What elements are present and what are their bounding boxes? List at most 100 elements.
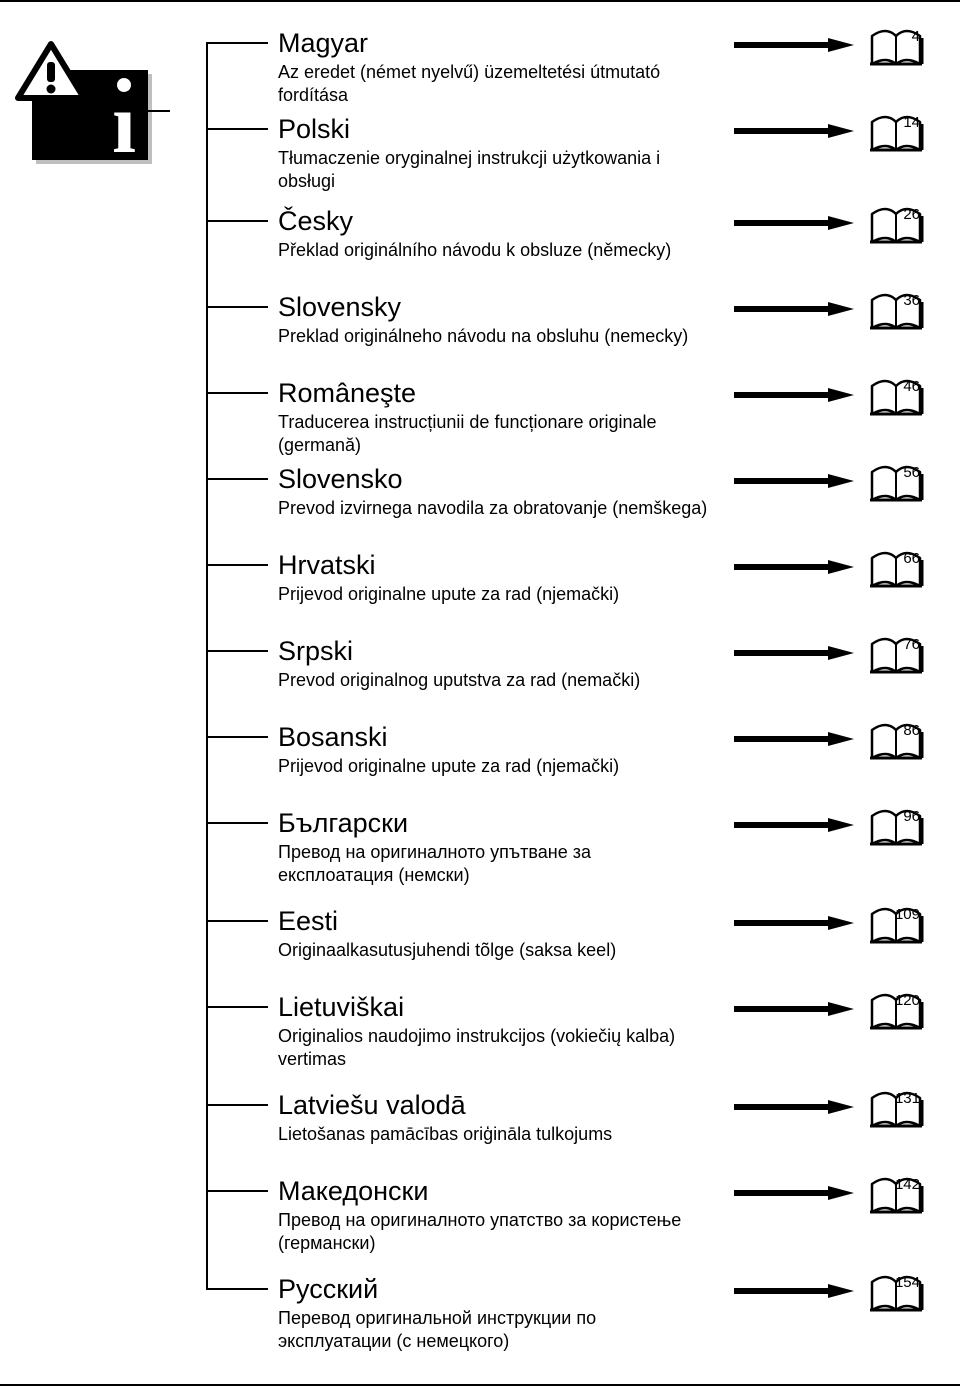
tree-branch — [206, 478, 268, 480]
language-entry: LietuviškaiOriginalios naudojimo instruk… — [206, 990, 924, 1088]
tree-branch — [206, 736, 268, 738]
entry-text: ČeskyPřeklad originálního návodu k obslu… — [278, 204, 734, 262]
arrow-icon — [734, 1174, 854, 1212]
page-number: 66 — [903, 550, 920, 567]
tree-branch — [206, 822, 268, 824]
page-number: 56 — [903, 464, 920, 481]
language-entry: SrpskiPrevod originalnog uputstva za rad… — [206, 634, 924, 720]
arrow-icon — [734, 376, 854, 414]
language-description: Traducerea instrucțiunii de funcționare … — [278, 411, 708, 456]
tree-branch — [206, 128, 268, 130]
info-letter-i: ı — [112, 80, 136, 166]
entries-container: MagyarAz eredet (német nyelvű) üzemeltet… — [206, 26, 924, 1358]
warning-triangle-icon — [12, 40, 90, 104]
language-description: Lietošanas pamācības oriģināla tulkojums — [278, 1123, 708, 1146]
tree-branch — [206, 42, 268, 44]
entry-text: SrpskiPrevod originalnog uputstva za rad… — [278, 634, 734, 692]
entry-text: БългарскиПревод на оригиналното упътване… — [278, 806, 734, 886]
tree-branch — [206, 306, 268, 308]
language-name: Srpski — [278, 634, 724, 667]
page-reference: 131 — [868, 1088, 924, 1130]
entry-text: MagyarAz eredet (német nyelvű) üzemeltet… — [278, 26, 734, 106]
entry-text: МакедонскиПревод на оригиналното упатств… — [278, 1174, 734, 1254]
language-entry: МакедонскиПревод на оригиналното упатств… — [206, 1174, 924, 1272]
page-number: 142 — [895, 1176, 920, 1193]
page-reference: 109 — [868, 904, 924, 946]
language-description: Перевод оригинальной инструкции по экспл… — [278, 1307, 708, 1352]
arrow-icon — [734, 720, 854, 758]
tree-branch — [206, 392, 268, 394]
entry-text: PolskiTłumaczenie oryginalnej instrukcji… — [278, 112, 734, 192]
language-entry: Latviešu valodāLietošanas pamācības oriģ… — [206, 1088, 924, 1174]
entry-text: RomâneşteTraducerea instrucțiunii de fun… — [278, 376, 734, 456]
page-number: 46 — [903, 378, 920, 395]
language-description: Originaalkasutusjuhendi tõlge (saksa kee… — [278, 939, 708, 962]
language-tree: MagyarAz eredet (német nyelvű) üzemeltet… — [206, 26, 924, 1358]
language-entry: MagyarAz eredet (német nyelvű) üzemeltet… — [206, 26, 924, 112]
language-name: Hrvatski — [278, 548, 724, 581]
arrow-icon — [734, 634, 854, 672]
page-reference: 76 — [868, 634, 924, 676]
page-number: 76 — [903, 636, 920, 653]
language-entry: EestiOriginaalkasutusjuhendi tõlge (saks… — [206, 904, 924, 990]
arrow-icon — [734, 462, 854, 500]
entry-text: SlovenskoPrevod izvirnega navodila za ob… — [278, 462, 734, 520]
arrow-icon — [734, 204, 854, 242]
info-warning-icon: ı — [24, 62, 164, 162]
arrow-icon — [734, 904, 854, 942]
language-name: Polski — [278, 112, 724, 145]
page-reference: 46 — [868, 376, 924, 418]
language-description: Превод на оригиналното упътване за експл… — [278, 841, 708, 886]
language-entry: BosanskiPrijevod originalne upute za rad… — [206, 720, 924, 806]
language-entry: PolskiTłumaczenie oryginalnej instrukcji… — [206, 112, 924, 204]
language-description: Tłumaczenie oryginalnej instrukcji użytk… — [278, 147, 708, 192]
language-description: Překlad originálního návodu k obsluze (n… — [278, 239, 708, 262]
arrow-icon — [734, 806, 854, 844]
arrow-icon — [734, 290, 854, 328]
entry-text: РусскийПеревод оригинальной инструкции п… — [278, 1272, 734, 1352]
language-name: Русский — [278, 1272, 724, 1305]
page-reference: 4 — [868, 26, 924, 68]
page-reference: 56 — [868, 462, 924, 504]
language-name: Eesti — [278, 904, 724, 937]
tree-branch — [206, 1288, 268, 1290]
arrow-icon — [734, 1088, 854, 1126]
page-reference: 120 — [868, 990, 924, 1032]
language-entry: РусскийПеревод оригинальной инструкции п… — [206, 1272, 924, 1358]
page-reference: 154 — [868, 1272, 924, 1314]
tree-branch — [206, 220, 268, 222]
page-number: 120 — [895, 992, 920, 1009]
page-number: 96 — [903, 808, 920, 825]
tree-branch — [206, 1006, 268, 1008]
tree-branch — [206, 564, 268, 566]
arrow-icon — [734, 1272, 854, 1310]
entry-text: Latviešu valodāLietošanas pamācības oriģ… — [278, 1088, 734, 1146]
page-number: 14 — [903, 114, 920, 131]
arrow-icon — [734, 990, 854, 1028]
arrow-icon — [734, 112, 854, 150]
language-description: Prevod originalnog uputstva za rad (nema… — [278, 669, 708, 692]
tree-branch — [206, 1104, 268, 1106]
page-reference: 36 — [868, 290, 924, 332]
language-description: Превод на оригиналното упатство за корис… — [278, 1209, 708, 1254]
entry-text: LietuviškaiOriginalios naudojimo instruk… — [278, 990, 734, 1070]
entry-text: BosanskiPrijevod originalne upute za rad… — [278, 720, 734, 778]
language-name: Latviešu valodā — [278, 1088, 724, 1121]
language-entry: SlovenskyPreklad originálneho návodu na … — [206, 290, 924, 376]
page-number: 154 — [895, 1274, 920, 1291]
page-number: 109 — [895, 906, 920, 923]
language-name: Bosanski — [278, 720, 724, 753]
entry-text: HrvatskiPrijevod originalne upute za rad… — [278, 548, 734, 606]
language-description: Prijevod originalne upute za rad (njemač… — [278, 583, 708, 606]
arrow-icon — [734, 548, 854, 586]
arrow-icon — [734, 26, 854, 64]
tree-root-connector — [140, 110, 170, 112]
tree-branch — [206, 650, 268, 652]
entry-text: EestiOriginaalkasutusjuhendi tõlge (saks… — [278, 904, 734, 962]
page-reference: 86 — [868, 720, 924, 762]
page-reference: 26 — [868, 204, 924, 246]
language-name: Româneşte — [278, 376, 724, 409]
language-name: Česky — [278, 204, 724, 237]
language-name: Slovensky — [278, 290, 724, 323]
entry-text: SlovenskyPreklad originálneho návodu na … — [278, 290, 734, 348]
